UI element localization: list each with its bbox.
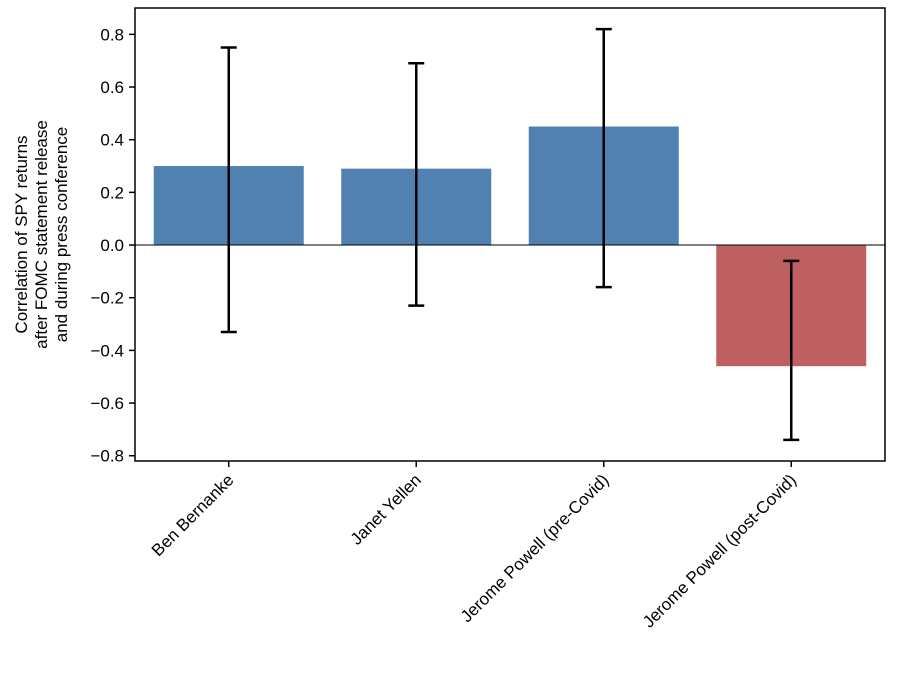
- y-tick-label: −0.8: [90, 447, 124, 466]
- y-tick-label: −0.4: [90, 341, 124, 360]
- y-axis-title-line: Correlation of SPY returns: [12, 135, 31, 333]
- y-tick-label: 0.2: [100, 183, 124, 202]
- x-tick-label: Ben Bernanke: [148, 470, 238, 560]
- x-tick-label: Janet Yellen: [347, 470, 425, 548]
- y-axis-title-line: and during press conference: [52, 127, 71, 342]
- error-bar-4: [783, 259, 800, 442]
- y-tick-label: −0.2: [90, 289, 124, 308]
- x-tick-label: Jerome Powell (post-Covid): [639, 470, 800, 631]
- error-bar-2: [408, 62, 425, 307]
- y-tick-label: 0.4: [100, 131, 124, 150]
- x-tick-label: Jerome Powell (pre-Covid): [457, 470, 613, 626]
- plot-area: [135, 27, 885, 442]
- error-bar-1: [220, 46, 237, 334]
- y-tick-label: 0.8: [100, 25, 124, 44]
- error-bar-3: [595, 27, 612, 289]
- y-tick-label: 0.6: [100, 78, 124, 97]
- y-axis: −0.8 −0.6 −0.4 −0.2 0.0 0.2 0.4 0.6 0.8: [90, 25, 135, 466]
- y-tick-label: 0.0: [100, 236, 124, 255]
- y-tick-label: −0.6: [90, 394, 124, 413]
- y-axis-title: Correlation of SPY returns after FOMC sta…: [12, 120, 71, 349]
- y-axis-title-line: after FOMC statement release: [32, 120, 51, 349]
- plot-frame: [134, 7, 886, 462]
- x-axis: Ben Bernanke Janet Yellen Jerome Powell (p…: [148, 461, 800, 631]
